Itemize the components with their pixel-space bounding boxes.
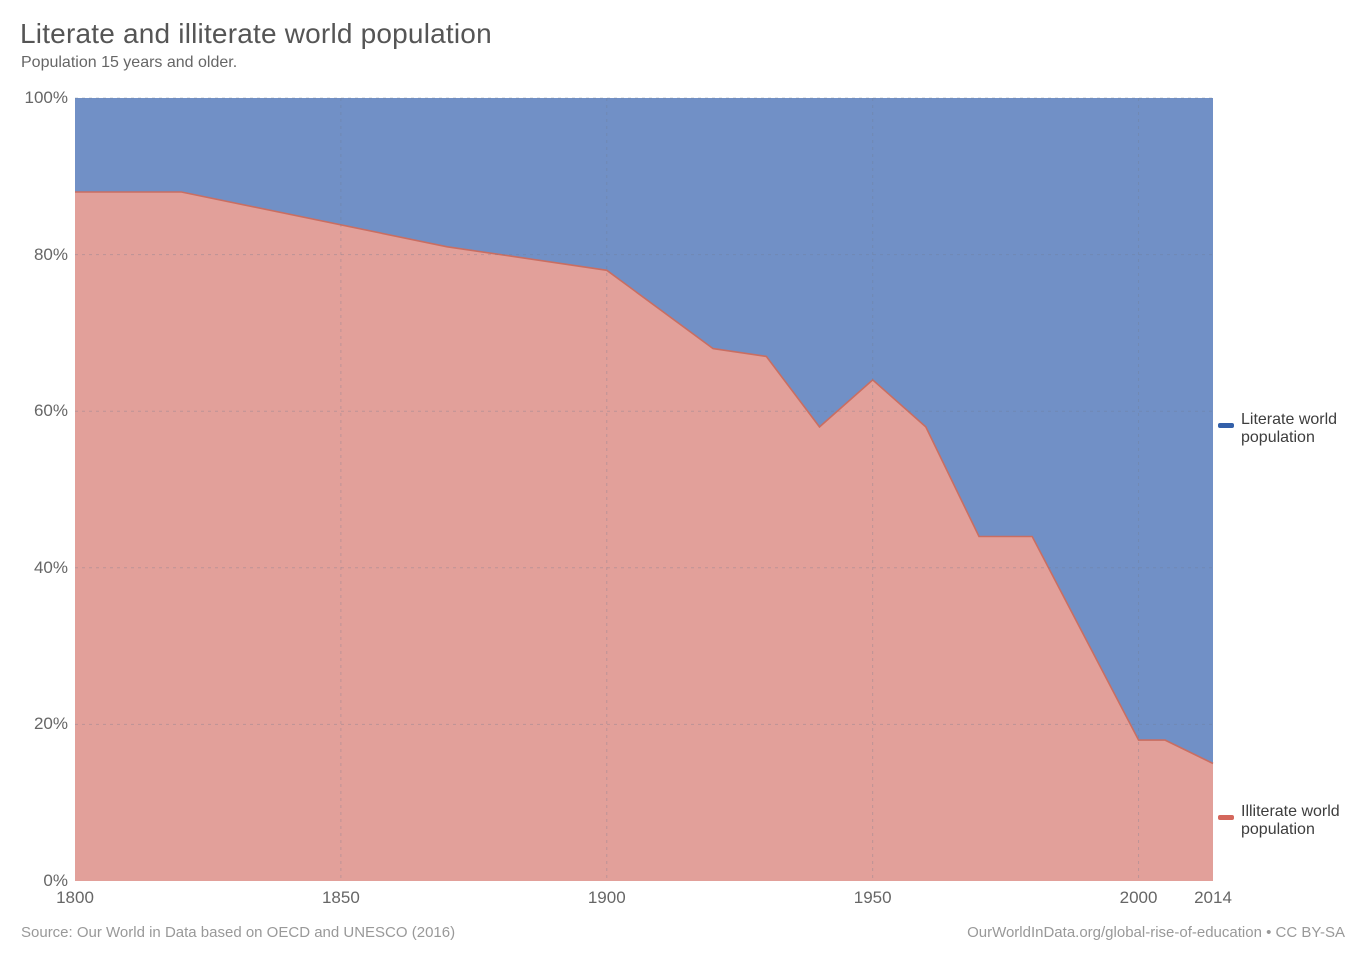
legend-label-literate: Literate world population — [1241, 411, 1338, 447]
chart-title: Literate and illiterate world population — [20, 18, 492, 49]
footer-source: Source: Our World in Data based on OECD … — [21, 924, 456, 941]
illiterate-boundary-line — [75, 191, 1214, 765]
footer: Source: Our World in Data based on OECD … — [0, 924, 1366, 941]
illiterate-legend-dash-icon — [1218, 815, 1234, 820]
chart-subtitle: Population 15 years and older. — [21, 54, 238, 71]
legend-label-illiterate: Illiterate world population — [1241, 803, 1340, 839]
legend-item-illiterate[interactable]: Illiterate world population — [1218, 803, 1366, 840]
illiterate-area — [75, 192, 1213, 881]
literate-area — [75, 98, 1213, 764]
literate-legend-dash-icon — [1218, 423, 1234, 428]
legend-item-literate[interactable]: Literate world population — [1218, 411, 1366, 448]
footer-attribution-link[interactable]: OurWorldInData.org/global-rise-of-educat… — [967, 924, 1345, 941]
